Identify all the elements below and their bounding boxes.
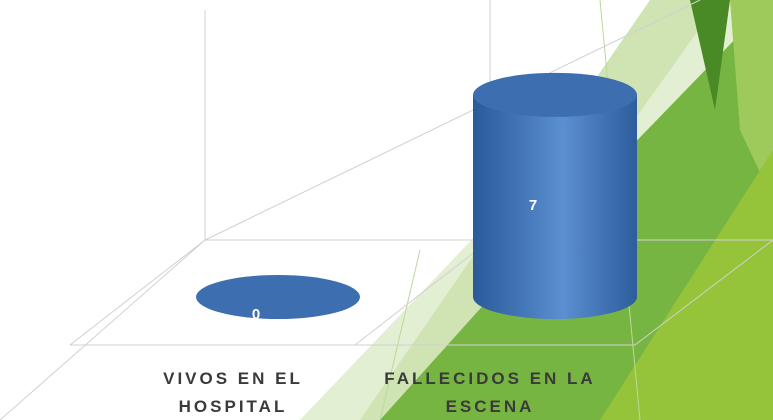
bar-top [196, 275, 360, 319]
category-label: VIVOS EN EL HOSPITAL [163, 369, 303, 416]
value-label: 7 [529, 197, 537, 214]
bar [196, 275, 360, 319]
bar [473, 72, 637, 319]
category-label: FALLECIDOS EN LA ESCENA [384, 369, 596, 416]
bar-top [473, 72, 637, 117]
value-label: 0 [252, 306, 260, 323]
bar-body [473, 94, 637, 319]
